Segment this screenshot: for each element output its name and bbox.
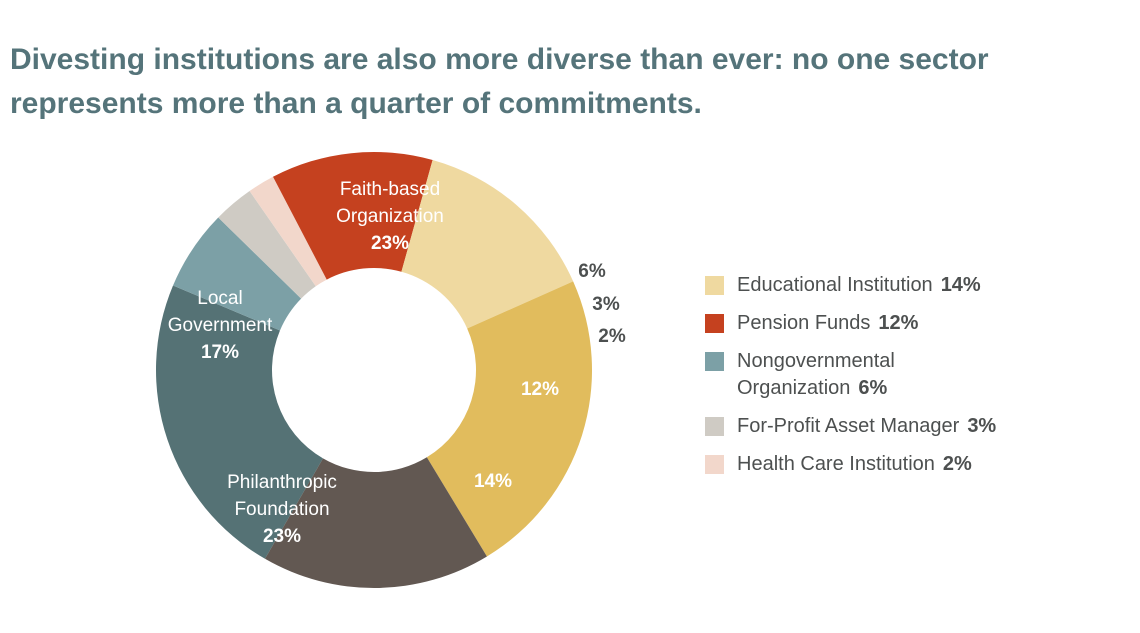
- slice-label-phil: Philanthropic Foundation 23%: [227, 472, 337, 547]
- slice-label-health: 2%: [598, 326, 626, 347]
- donut-slice-phil: [426, 281, 592, 557]
- legend-pct: 14%: [940, 274, 981, 296]
- slice-name-line: Organization: [336, 206, 444, 227]
- donut-slice-forprofit: [218, 190, 316, 299]
- legend-name: Educational Institution: [737, 274, 933, 296]
- slice-pct: 23%: [371, 233, 409, 254]
- legend-name: Nongovernmental Organization: [737, 350, 895, 399]
- chart-title: Divesting institutions are also more div…: [10, 43, 989, 120]
- legend-item-health-care-institution: Health Care Institution 2%: [705, 451, 1125, 478]
- slice-pct: 23%: [263, 526, 301, 547]
- donut-slice-local: [265, 457, 487, 588]
- slice-label-pension: 12%: [521, 379, 559, 400]
- legend-swatch: [705, 455, 724, 474]
- legend-swatch: [705, 352, 724, 371]
- slice-pct: 17%: [201, 342, 239, 363]
- legend-item-nongovernmental-organization: Nongovernmental Organization 6%: [705, 348, 1125, 402]
- slice-label-edu: 14%: [474, 471, 512, 492]
- legend-pct: 12%: [878, 312, 919, 334]
- slice-name-line: Local: [197, 288, 242, 309]
- legend-item-pension-funds: Pension Funds 12%: [705, 310, 1125, 337]
- slice-pct: 12%: [521, 379, 559, 400]
- legend-pct: 3%: [967, 415, 997, 437]
- slice-name-line: Foundation: [234, 499, 329, 520]
- donut-slice-faith: [155, 285, 323, 559]
- donut-slice-ngo: [173, 217, 302, 331]
- legend-pct: 2%: [942, 453, 972, 475]
- legend-swatch: [705, 417, 724, 436]
- legend-item-educational-institution: Educational Institution 14%: [705, 272, 1125, 299]
- legend-swatch: [705, 276, 724, 295]
- legend-name: For-Profit Asset Manager: [737, 415, 960, 437]
- slice-label-forprofit: 3%: [592, 294, 620, 315]
- donut-slice-edu: [401, 160, 574, 329]
- legend-pct: 6%: [858, 377, 888, 399]
- slice-name-line: Philanthropic: [227, 472, 337, 493]
- legend-name: Pension Funds: [737, 312, 871, 334]
- slice-name-line: Faith-based: [340, 179, 440, 200]
- legend-item-for-profit-asset-manager: For-Profit Asset Manager 3%: [705, 413, 1125, 440]
- chart-legend: Educational Institution 14% Pension Funds…: [705, 272, 1125, 489]
- slice-label-faith: Faith-based Organization 23%: [336, 179, 444, 254]
- legend-name: Health Care Institution: [737, 453, 935, 475]
- donut-slice-pension: [273, 152, 433, 280]
- donut-slice-health: [249, 176, 327, 287]
- slice-label-local: Local Government 17%: [168, 288, 273, 363]
- slice-name-line: Government: [168, 315, 273, 336]
- slice-pct: 14%: [474, 471, 512, 492]
- slice-label-ngo: 6%: [578, 261, 606, 282]
- legend-swatch: [705, 314, 724, 333]
